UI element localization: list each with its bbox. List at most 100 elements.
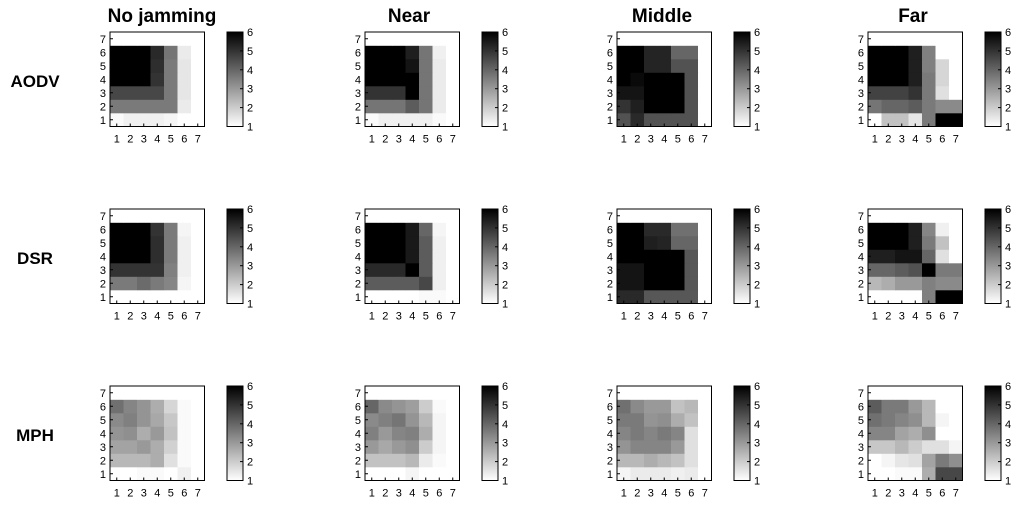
heatmap-cell — [657, 413, 672, 427]
heatmap-cell — [164, 263, 178, 277]
heatmap-cell — [868, 290, 882, 304]
colorbar-tick-label: 1 — [502, 476, 508, 488]
heatmap-cell — [698, 413, 712, 427]
heatmap-cell — [191, 440, 205, 454]
heatmap-cell — [419, 222, 433, 237]
heatmap-cell — [698, 72, 712, 87]
y-tick-label: 5 — [858, 238, 864, 250]
y-tick-label: 6 — [607, 47, 613, 59]
heatmap-cell — [617, 290, 631, 304]
heatmap-cell — [446, 467, 460, 481]
heatmap-cell — [177, 45, 192, 60]
heatmap-cell — [630, 45, 645, 60]
heatmap-cell — [123, 276, 138, 291]
x-tick-label: 2 — [634, 134, 640, 146]
heatmap-cell — [419, 249, 433, 264]
y-tick-label: 6 — [100, 47, 106, 59]
heatmap-cell — [881, 413, 896, 427]
heatmap-cell — [881, 59, 896, 73]
y-tick-label: 3 — [858, 265, 864, 277]
heatmap-cell — [922, 263, 936, 277]
heatmap-cell — [868, 222, 882, 237]
heatmap-cell — [123, 32, 138, 46]
x-tick-label: 1 — [872, 488, 878, 500]
heatmap-cell — [908, 426, 923, 441]
heatmap-cell — [446, 209, 460, 223]
heatmap-cell — [671, 99, 685, 114]
y-tick-label: 1 — [100, 469, 106, 481]
x-tick-label: 6 — [181, 311, 187, 323]
heatmap-cell — [378, 413, 393, 427]
heatmap-cell — [895, 32, 909, 46]
heatmap-cell — [150, 72, 165, 87]
x-tick-label: 6 — [688, 134, 694, 146]
x-tick-label: 5 — [168, 488, 174, 500]
x-tick-label: 4 — [661, 311, 667, 323]
heatmap-cell — [671, 72, 685, 87]
heatmap-cell — [922, 236, 936, 250]
heatmap-cell — [392, 45, 406, 60]
y-tick-label: 2 — [607, 101, 613, 113]
colorbar-tick-label: 1 — [754, 476, 760, 488]
y-tick-label: 3 — [355, 88, 361, 100]
heatmap-cell — [191, 399, 205, 414]
colorbar-tick-label: 6 — [754, 381, 760, 393]
heatmap-cell — [881, 45, 896, 60]
colorbar-tick-label: 5 — [1005, 400, 1011, 412]
heatmap-cell — [922, 413, 936, 427]
heatmap-cell — [191, 413, 205, 427]
heatmap-cell — [868, 209, 882, 223]
heatmap-cell — [110, 99, 124, 114]
heatmap-cell — [392, 413, 406, 427]
heatmap-cell — [630, 59, 645, 73]
heatmap-cell — [378, 249, 393, 264]
heatmap-cell — [137, 263, 151, 277]
x-tick-label: 1 — [114, 311, 120, 323]
heatmap-cell — [123, 59, 138, 73]
heatmap-cell — [630, 386, 645, 400]
heatmap-cell — [657, 209, 672, 223]
heatmap-cell — [644, 413, 658, 427]
x-tick-label: 2 — [127, 134, 133, 146]
column-title-no-jamming: No jamming — [108, 6, 217, 27]
colorbar-tick-label: 5 — [247, 400, 253, 412]
heatmap-cell — [684, 209, 699, 223]
colorbar-tick-label: 4 — [247, 242, 253, 254]
heatmap-cell — [868, 276, 882, 291]
heatmap-cell — [908, 209, 923, 223]
heatmap-cell — [935, 59, 950, 73]
x-tick-label: 5 — [423, 134, 429, 146]
y-tick-label: 4 — [355, 428, 361, 440]
heatmap-cell — [405, 113, 420, 127]
heatmap-cell — [881, 99, 896, 114]
y-tick-label: 2 — [355, 278, 361, 290]
heatmap-cell — [110, 222, 124, 237]
heatmap-cell — [868, 236, 882, 250]
heatmap-cell — [949, 467, 963, 481]
heatmap-cell — [949, 209, 963, 223]
heatmap-cell — [684, 222, 699, 237]
heatmap-cell — [365, 236, 379, 250]
heatmap-cell — [922, 426, 936, 441]
heatmap-cell — [895, 59, 909, 73]
y-tick-label: 2 — [355, 455, 361, 467]
heatmap-cell — [630, 86, 645, 100]
heatmap-cell — [922, 290, 936, 304]
heatmap-cell — [392, 263, 406, 277]
heatmap-cell — [405, 263, 420, 277]
heatmap-cell — [684, 236, 699, 250]
heatmap-cell — [922, 32, 936, 46]
colorbar-tick-label: 3 — [1005, 261, 1011, 273]
heatmap-cell — [617, 249, 631, 264]
heatmap-cell — [908, 222, 923, 237]
y-tick-label: 4 — [607, 251, 613, 263]
heatmap-cell — [949, 32, 963, 46]
x-tick-label: 3 — [396, 488, 402, 500]
heatmap-cell — [881, 86, 896, 100]
heatmap-cell — [935, 426, 950, 441]
y-tick-label: 5 — [355, 238, 361, 250]
heatmap-cell — [935, 86, 950, 100]
heatmap-cell — [137, 86, 151, 100]
y-tick-label: 4 — [607, 428, 613, 440]
